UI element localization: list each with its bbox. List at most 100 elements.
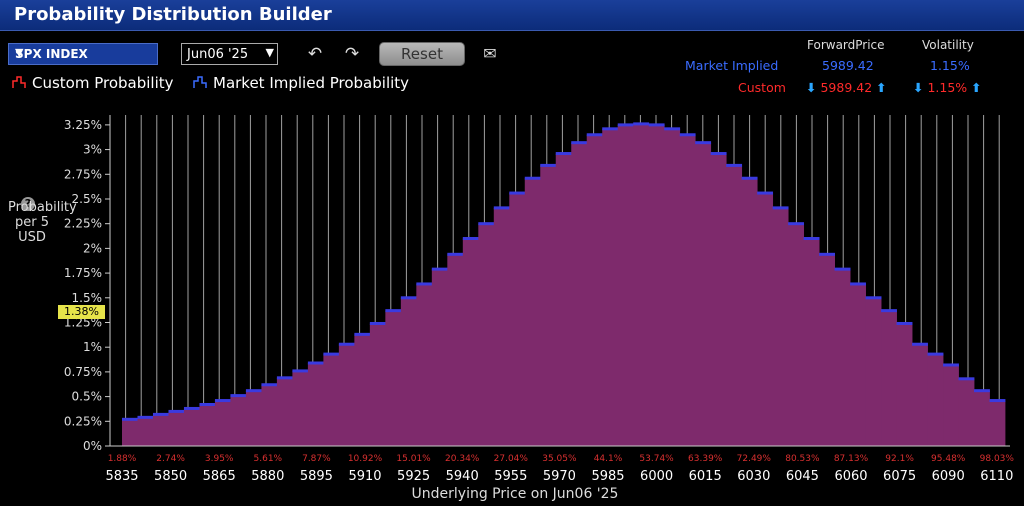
redo-icon[interactable]: ↷	[344, 44, 360, 64]
bar-cap	[819, 252, 835, 256]
bar-cap	[772, 206, 789, 210]
x-tick-label: 5895	[300, 469, 333, 484]
bar	[648, 124, 665, 446]
bar-cap	[369, 321, 386, 325]
expiry-value: Jun06 '25	[187, 47, 249, 62]
reset-button[interactable]: Reset	[379, 42, 465, 66]
bar	[245, 390, 262, 446]
bar-cap	[586, 133, 603, 137]
bar	[664, 128, 681, 447]
bar-cap	[602, 127, 619, 131]
bar-cap	[741, 176, 758, 180]
bar-cap	[788, 222, 805, 226]
bar-cap	[927, 352, 944, 356]
y-tick-label: 2.5%	[72, 192, 103, 206]
bar	[571, 142, 588, 447]
cumulative-label: 80.53%	[785, 454, 820, 464]
bar	[338, 344, 355, 446]
custom-label: Custom	[738, 80, 786, 95]
cumulative-label: 27.04%	[494, 454, 529, 464]
arrow-up-icon[interactable]: ⬆	[971, 80, 982, 95]
arrow-down-icon[interactable]: ⬇	[913, 80, 924, 95]
cumulative-label: 44.1%	[594, 454, 623, 464]
bar-cap	[416, 282, 433, 286]
y-tick-label: 0%	[83, 439, 102, 453]
x-tick-label: 6045	[786, 469, 819, 484]
cumulative-label: 15.01%	[396, 454, 431, 464]
bar-cap	[338, 342, 355, 346]
bar	[137, 417, 154, 446]
custom-forward-field[interactable]: ⬇ 5989.42 ⬆	[806, 80, 887, 95]
bar	[819, 254, 835, 446]
arrow-down-icon[interactable]: ⬇	[806, 80, 817, 95]
bar	[741, 178, 758, 446]
bar-cap	[865, 296, 882, 300]
custom-forward-value: 5989.42	[820, 80, 873, 95]
bar	[199, 404, 216, 446]
market-implied-label: Market Implied	[685, 58, 779, 73]
expiry-dropdown[interactable]: Jun06 '25 ▼	[181, 43, 278, 65]
bar	[152, 414, 169, 446]
bar-cap	[695, 141, 712, 145]
symbol-dropdown[interactable]: SPX INDEX ▼	[8, 43, 158, 65]
legend-market-label: Market Implied Probability	[213, 74, 410, 92]
bar	[726, 165, 743, 446]
cumulative-label: 20.34%	[445, 454, 480, 464]
bar-cap	[617, 123, 634, 127]
cumulative-label: 35.05%	[542, 454, 577, 464]
bar-cap	[540, 163, 557, 167]
bar	[555, 153, 572, 446]
bar-cap	[385, 309, 402, 313]
bar	[617, 124, 634, 446]
legend-custom: Custom Probability	[12, 74, 174, 94]
x-tick-label: 6060	[834, 469, 867, 484]
custom-vol-field[interactable]: ⬇ 1.15% ⬆	[913, 80, 982, 95]
x-tick-label: 6090	[932, 469, 965, 484]
probability-marker: 1.38%	[58, 305, 105, 319]
bar	[292, 370, 309, 446]
bar	[524, 178, 541, 446]
y-tick-label: 1.5%	[72, 291, 103, 305]
bar	[509, 193, 526, 446]
market-bar-icon	[193, 76, 207, 88]
custom-vol-value: 1.15%	[927, 80, 968, 95]
bar-cap	[199, 403, 216, 407]
arrow-up-icon[interactable]: ⬆	[876, 80, 887, 95]
bar-cap	[400, 296, 417, 300]
help-icon[interactable]: ?	[21, 197, 35, 211]
bar-cap	[850, 282, 866, 286]
bar	[307, 363, 324, 446]
legend-custom-label: Custom Probability	[32, 74, 174, 92]
x-tick-label: 5940	[446, 469, 479, 484]
cumulative-label: 2.74%	[156, 454, 185, 464]
x-axis-label-text: Underlying Price on Jun06 '25	[411, 486, 619, 502]
cumulative-label: 72.49%	[737, 454, 772, 464]
bar	[416, 283, 433, 446]
bar	[478, 223, 495, 446]
bar-cap	[710, 152, 727, 156]
email-icon[interactable]: ✉	[483, 44, 497, 63]
cumulative-label: 98.03%	[980, 454, 1015, 464]
cumulative-label: 95.48%	[931, 454, 966, 464]
bar	[385, 310, 402, 446]
bar-cap	[509, 191, 526, 195]
cumulative-label: 7.87%	[302, 454, 331, 464]
x-tick-label: 6110	[980, 469, 1013, 484]
bar-cap	[245, 389, 262, 393]
bar	[462, 238, 479, 446]
bar-cap	[633, 122, 650, 126]
bar	[788, 223, 805, 446]
bar-cap	[555, 152, 572, 156]
bar-cap	[974, 389, 990, 393]
bar	[757, 193, 774, 446]
bar-cap	[307, 361, 324, 365]
cumulative-label: 53.74%	[639, 454, 674, 464]
bar	[927, 354, 944, 446]
bar	[122, 419, 138, 446]
bar	[881, 310, 897, 446]
bar-cap	[679, 133, 696, 137]
symbol-value: SPX INDEX	[15, 47, 88, 61]
undo-icon[interactable]: ↶	[307, 44, 323, 64]
bar-cap	[524, 176, 541, 180]
